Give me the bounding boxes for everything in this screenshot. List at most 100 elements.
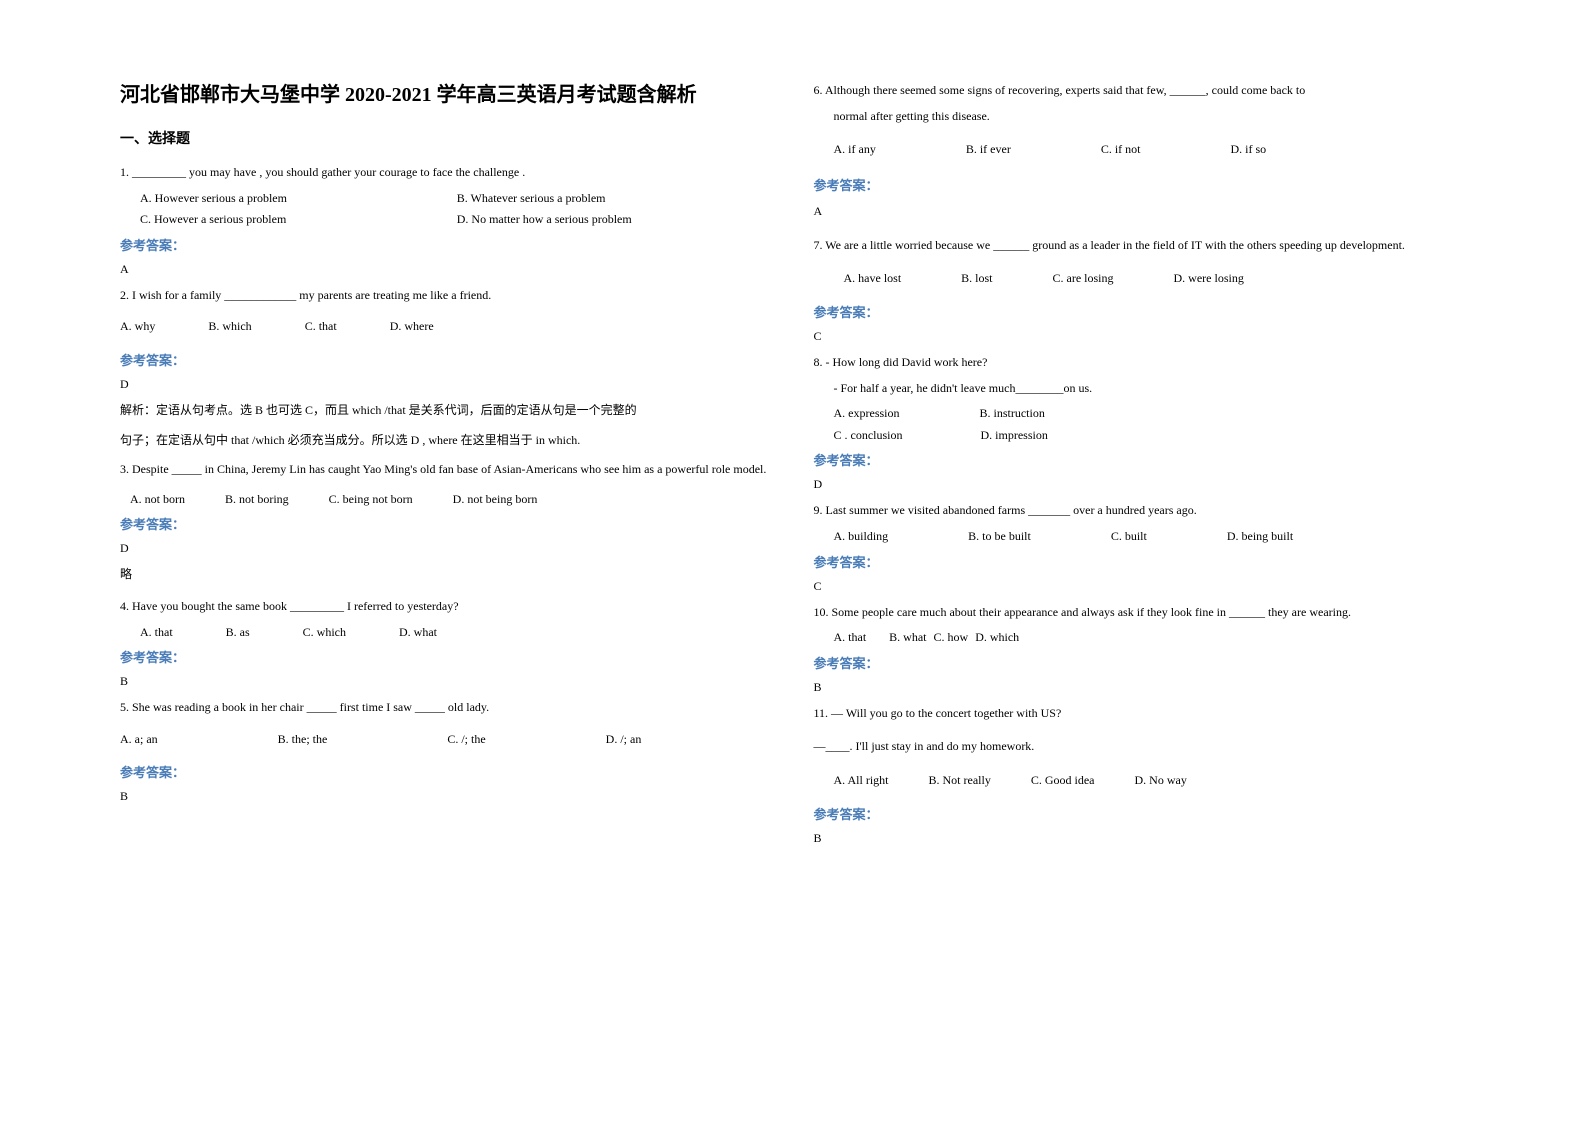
question-4: 4. Have you bought the same book _______… (120, 596, 774, 689)
q3-answer: D (120, 541, 774, 556)
q9-options: A. building B. to be built C. built D. b… (814, 526, 1468, 548)
q5-options: A. a; an B. the; the C. /; the D. /; an (120, 729, 774, 751)
q6-answer-label: 参考答案： (814, 175, 1468, 194)
q4-opt-c: C. which (303, 625, 346, 639)
q9-opt-a: A. building (834, 526, 889, 548)
q3-opt-c: C. being not born (329, 489, 413, 511)
q8-opt-d: D. impression (981, 425, 1048, 447)
q10-text: 10. Some people care much about their ap… (814, 602, 1468, 624)
q1-opt-a: A. However serious a problem (140, 188, 457, 210)
q9-opt-d: D. being built (1227, 526, 1293, 548)
q10-opt-a: A. that (834, 630, 867, 644)
q6-opt-b: B. if ever (966, 139, 1011, 161)
q4-options: A. that B. as C. which D. what (120, 622, 774, 644)
q5-answer: B (120, 789, 774, 804)
q9-answer: C (814, 579, 1468, 594)
q11-opt-c: C. Good idea (1031, 770, 1095, 792)
q5-opt-c: C. /; the (447, 729, 485, 751)
q5-answer-label: 参考答案： (120, 762, 774, 781)
q1-answer: A (120, 262, 774, 277)
q1-options: A. However serious a problem B. Whatever… (120, 188, 774, 210)
q8-answer: D (814, 477, 1468, 492)
q11-answer: B (814, 831, 1468, 846)
question-7: 7. We are a little worried because we __… (814, 235, 1468, 344)
q10-opt-b: B. what (889, 630, 926, 644)
q4-opt-b: B. as (226, 625, 250, 639)
q8-options-1: A. expression B. instruction (814, 403, 1468, 425)
q6-opt-d: D. if so (1230, 139, 1266, 161)
q2-text: 2. I wish for a family ____________ my p… (120, 285, 774, 307)
q2-opt-c: C. that (305, 319, 337, 333)
q1-options-2: C. However a serious problem D. No matte… (120, 209, 774, 231)
q6-opt-c: C. if not (1101, 139, 1141, 161)
q2-answer: D (120, 377, 774, 392)
q8-opt-c: C . conclusion (834, 425, 903, 447)
q7-text: 7. We are a little worried because we __… (814, 235, 1468, 257)
question-9: 9. Last summer we visited abandoned farm… (814, 500, 1468, 593)
q3-text: 3. Despite _____ in China, Jeremy Lin ha… (120, 459, 774, 481)
q11-answer-label: 参考答案： (814, 804, 1468, 823)
q4-answer-label: 参考答案： (120, 647, 774, 666)
q7-answer: C (814, 329, 1468, 344)
q2-opt-d: D. where (390, 319, 434, 333)
q4-answer: B (120, 674, 774, 689)
q11-opt-d: D. No way (1135, 770, 1187, 792)
q8-opt-a: A. expression (834, 403, 900, 425)
q2-opt-b: B. which (208, 319, 251, 333)
question-10: 10. Some people care much about their ap… (814, 602, 1468, 695)
q1-text: 1. _________ you may have , you should g… (120, 162, 774, 184)
q2-explanation-1: 解析：定语从句考点。选 B 也可选 C，而且 which /that 是关系代词… (120, 400, 774, 422)
q11-text-2: —____. I'll just stay in and do my homew… (814, 736, 1468, 758)
q10-answer: B (814, 680, 1468, 695)
q8-options-2: C . conclusion D. impression (814, 425, 1468, 447)
q6-text-1: 6. Although there seemed some signs of r… (814, 80, 1468, 102)
q11-options: A. All right B. Not really C. Good idea … (814, 770, 1468, 792)
q6-text-2: normal after getting this disease. (814, 106, 1468, 128)
left-column: 河北省邯郸市大马堡中学 2020-2021 学年高三英语月考试题含解析 一、选择… (100, 80, 794, 1082)
q8-answer-label: 参考答案： (814, 450, 1468, 469)
question-2: 2. I wish for a family ____________ my p… (120, 285, 774, 451)
q6-options: A. if any B. if ever C. if not D. if so (814, 139, 1468, 161)
q4-text: 4. Have you bought the same book _______… (120, 596, 774, 618)
q7-options: A. have lost B. lost C. are losing D. we… (814, 268, 1468, 290)
question-11: 11. — Will you go to the concert togethe… (814, 703, 1468, 846)
q9-answer-label: 参考答案： (814, 552, 1468, 571)
q6-opt-a: A. if any (834, 139, 876, 161)
question-3: 3. Despite _____ in China, Jeremy Lin ha… (120, 459, 774, 586)
q11-opt-a: A. All right (834, 770, 889, 792)
q3-explanation: 略 (120, 564, 774, 586)
q7-opt-b: B. lost (961, 268, 992, 290)
q3-opt-a: A. not born (130, 489, 185, 511)
q1-opt-b: B. Whatever serious a problem (457, 188, 774, 210)
q5-opt-b: B. the; the (278, 729, 328, 751)
question-8: 8. - How long did David work here? - For… (814, 352, 1468, 492)
q7-answer-label: 参考答案： (814, 302, 1468, 321)
q3-opt-b: B. not boring (225, 489, 289, 511)
q4-opt-d: D. what (399, 625, 437, 639)
question-1: 1. _________ you may have , you should g… (120, 162, 774, 277)
q9-text: 9. Last summer we visited abandoned farm… (814, 500, 1468, 522)
q1-opt-c: C. However a serious problem (140, 209, 457, 231)
q11-opt-b: B. Not really (929, 770, 991, 792)
q3-answer-label: 参考答案： (120, 514, 774, 533)
q1-opt-d: D. No matter how a serious problem (457, 209, 774, 231)
q8-text-2: - For half a year, he didn't leave much_… (814, 378, 1468, 400)
q9-opt-c: C. built (1111, 526, 1147, 548)
q8-text-1: 8. - How long did David work here? (814, 352, 1468, 374)
right-column: 6. Although there seemed some signs of r… (794, 80, 1488, 1082)
q5-opt-a: A. a; an (120, 729, 158, 751)
q3-options: A. not born B. not boring C. being not b… (120, 489, 774, 511)
q10-answer-label: 参考答案： (814, 653, 1468, 672)
q6-answer: A (814, 204, 1468, 219)
q3-opt-d: D. not being born (453, 489, 538, 511)
q9-opt-b: B. to be built (968, 526, 1031, 548)
q2-options: A. why B. which C. that D. where (120, 316, 774, 338)
q4-opt-a: A. that (140, 625, 173, 639)
q2-opt-a: A. why (120, 319, 155, 333)
q1-answer-label: 参考答案： (120, 235, 774, 254)
question-5: 5. She was reading a book in her chair _… (120, 697, 774, 804)
section-header: 一、选择题 (120, 128, 774, 148)
q11-text-1: 11. — Will you go to the concert togethe… (814, 703, 1468, 725)
question-6: 6. Although there seemed some signs of r… (814, 80, 1468, 219)
q7-opt-a: A. have lost (844, 268, 902, 290)
